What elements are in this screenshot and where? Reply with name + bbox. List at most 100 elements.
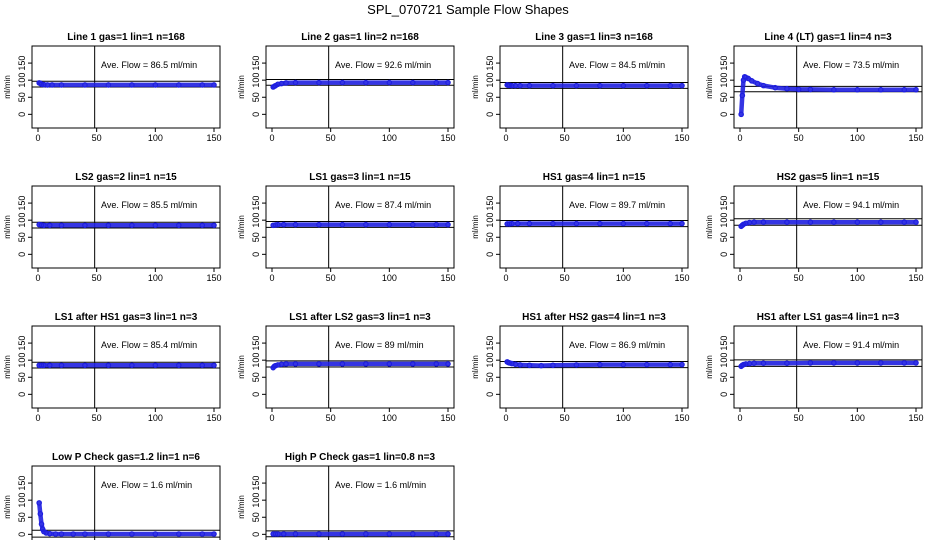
y-tick-label: 100 bbox=[719, 73, 729, 88]
plot-frame bbox=[31, 325, 221, 409]
y-tick-label: 50 bbox=[719, 232, 729, 242]
y-tick-label: 50 bbox=[17, 512, 27, 522]
x-tick-label: 100 bbox=[382, 133, 397, 143]
panel-title: Line 3 gas=1 lin=3 n=168 bbox=[535, 32, 653, 43]
panel-title: HS2 gas=5 lin=1 n=15 bbox=[777, 172, 880, 183]
y-axis-label: ml/min bbox=[237, 355, 246, 379]
y-tick-label: 100 bbox=[485, 353, 495, 368]
y-tick-label: 0 bbox=[719, 392, 729, 397]
plot-frame bbox=[265, 45, 455, 129]
panel-title: Low P Check gas=1.2 lin=1 n=6 bbox=[52, 452, 200, 463]
y-tick-label: 150 bbox=[719, 336, 729, 351]
plot-frame bbox=[31, 465, 221, 540]
panel-9: LS1 after HS1 gas=3 lin=1 n=3 0 50 100 150 0 5… bbox=[3, 312, 222, 423]
x-tick-label: 150 bbox=[206, 413, 221, 423]
average-flow-annotation: Ave. Flow = 85.4 ml/min bbox=[101, 340, 197, 350]
y-axis-label: ml/min bbox=[471, 215, 480, 239]
panel-4: Line 4 (LT) gas=1 lin=4 n=3 0 50 100 150 0 50 1… bbox=[705, 32, 924, 143]
y-tick-label: 150 bbox=[485, 56, 495, 71]
y-tick-label: 0 bbox=[485, 252, 495, 257]
x-tick-label: 50 bbox=[92, 413, 102, 423]
plot-frame bbox=[499, 45, 689, 129]
average-flow-annotation: Ave. Flow = 84.5 ml/min bbox=[569, 60, 665, 70]
panel-title: HS1 after HS2 gas=4 lin=1 n=3 bbox=[522, 312, 666, 323]
y-axis-label: ml/min bbox=[3, 215, 12, 239]
panel-14: High P Check gas=1 lin=0.8 n=30501001500… bbox=[237, 452, 455, 540]
x-tick-label: 150 bbox=[440, 133, 455, 143]
sample-trace bbox=[36, 80, 217, 88]
sample-trace bbox=[738, 219, 919, 229]
average-flow-annotation: Ave. Flow = 94.1 ml/min bbox=[803, 200, 899, 210]
y-tick-label: 0 bbox=[17, 532, 27, 537]
y-tick-label: 0 bbox=[251, 532, 261, 537]
plot-frame bbox=[499, 325, 689, 409]
y-tick-label: 100 bbox=[17, 493, 27, 508]
y-tick-label: 50 bbox=[251, 92, 261, 102]
x-tick-label: 50 bbox=[560, 273, 570, 283]
x-tick-label: 100 bbox=[850, 273, 865, 283]
x-tick-label: 0 bbox=[503, 273, 508, 283]
panel-12: HS1 after LS1 gas=4 lin=1 n=3 0 50 100 150 0 5… bbox=[705, 312, 924, 423]
y-tick-label: 150 bbox=[17, 476, 27, 491]
y-tick-label: 0 bbox=[251, 392, 261, 397]
x-tick-label: 0 bbox=[503, 413, 508, 423]
panel-title: LS1 after HS1 gas=3 lin=1 n=3 bbox=[55, 312, 198, 323]
x-tick-label: 50 bbox=[326, 133, 336, 143]
y-axis-label: ml/min bbox=[237, 75, 246, 99]
x-tick-label: 100 bbox=[616, 413, 631, 423]
y-axis-label: ml/min bbox=[471, 355, 480, 379]
panel-title: Line 4 (LT) gas=1 lin=4 n=3 bbox=[764, 32, 892, 43]
y-tick-label: 50 bbox=[251, 512, 261, 522]
x-tick-label: 150 bbox=[674, 133, 689, 143]
y-axis-label: ml/min bbox=[705, 215, 714, 239]
y-tick-label: 150 bbox=[17, 336, 27, 351]
y-tick-label: 150 bbox=[17, 56, 27, 71]
y-axis-label: ml/min bbox=[705, 355, 714, 379]
y-tick-label: 100 bbox=[719, 213, 729, 228]
panel-3: Line 3 gas=1 lin=3 n=168 0 50 100 150 0 50 100 1… bbox=[471, 32, 690, 143]
y-tick-label: 100 bbox=[251, 353, 261, 368]
x-tick-label: 150 bbox=[908, 413, 923, 423]
x-tick-label: 0 bbox=[737, 273, 742, 283]
panel-title: HS1 after LS1 gas=4 lin=1 n=3 bbox=[757, 312, 900, 323]
y-axis-label: ml/min bbox=[237, 215, 246, 239]
x-tick-label: 0 bbox=[269, 273, 274, 283]
y-tick-label: 150 bbox=[251, 56, 261, 71]
figure-title: SPL_070721 Sample Flow Shapes bbox=[367, 2, 569, 17]
panel-2: Line 2 gas=1 lin=2 n=168 0 50 100 150 0 50 100 1… bbox=[237, 32, 456, 143]
sample-trace bbox=[270, 222, 451, 228]
y-tick-label: 100 bbox=[17, 73, 27, 88]
sample-trace bbox=[504, 359, 685, 368]
y-tick-label: 0 bbox=[719, 112, 729, 117]
panel-11: HS1 after HS2 gas=4 lin=1 n=3 0 50 100 150 0 5… bbox=[471, 312, 690, 423]
y-tick-label: 0 bbox=[485, 392, 495, 397]
y-tick-label: 0 bbox=[719, 252, 729, 257]
plot-frame bbox=[31, 185, 221, 269]
x-tick-label: 0 bbox=[269, 133, 274, 143]
x-tick-label: 0 bbox=[269, 413, 274, 423]
y-tick-label: 50 bbox=[251, 372, 261, 382]
sample-trace bbox=[504, 82, 685, 88]
average-flow-annotation: Ave. Flow = 89 ml/min bbox=[335, 340, 424, 350]
y-tick-label: 0 bbox=[17, 112, 27, 117]
x-tick-label: 50 bbox=[326, 413, 336, 423]
x-tick-label: 50 bbox=[560, 133, 570, 143]
y-tick-label: 0 bbox=[251, 252, 261, 257]
y-tick-label: 100 bbox=[251, 213, 261, 228]
y-tick-label: 0 bbox=[17, 392, 27, 397]
plot-frame bbox=[733, 45, 923, 129]
x-tick-label: 50 bbox=[326, 273, 336, 283]
y-tick-label: 150 bbox=[251, 196, 261, 211]
x-tick-label: 0 bbox=[737, 133, 742, 143]
y-tick-label: 150 bbox=[485, 336, 495, 351]
y-axis-label: ml/min bbox=[705, 75, 714, 99]
y-tick-label: 100 bbox=[719, 353, 729, 368]
y-tick-label: 100 bbox=[485, 213, 495, 228]
x-tick-label: 50 bbox=[794, 273, 804, 283]
sample-trace bbox=[270, 80, 451, 90]
sample-trace bbox=[738, 360, 919, 369]
x-tick-label: 50 bbox=[92, 133, 102, 143]
plot-frame bbox=[265, 465, 455, 540]
x-tick-label: 0 bbox=[35, 133, 40, 143]
average-flow-annotation: Ave. Flow = 87.4 ml/min bbox=[335, 200, 431, 210]
